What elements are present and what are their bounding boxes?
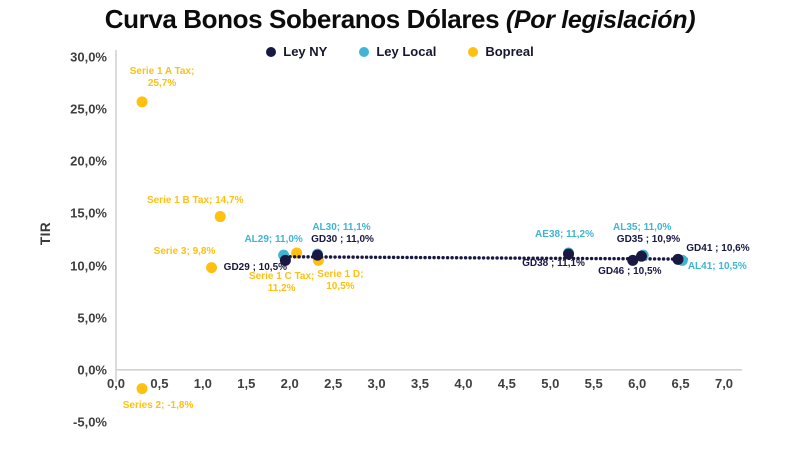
y-axis-title: TIR bbox=[38, 221, 54, 246]
chart-title-suffix: (Por legislación) bbox=[499, 6, 696, 34]
legend-item-ley-local: Ley Local bbox=[359, 44, 436, 59]
data-point-serie-1-a-tax bbox=[136, 96, 148, 108]
legend-item-bopreal: Bopreal bbox=[468, 44, 534, 59]
data-point-serie-3 bbox=[206, 262, 218, 274]
legend-label: Ley Local bbox=[376, 44, 437, 59]
data-point-serie-1-b-tax bbox=[214, 211, 226, 223]
legend-marker-icon bbox=[266, 46, 277, 57]
data-point-gd29 bbox=[279, 254, 291, 266]
data-point-gd46 bbox=[627, 254, 639, 266]
data-point-gd38 bbox=[563, 248, 575, 260]
legend: Ley NY Ley Local Bopreal bbox=[0, 44, 800, 59]
chart-title-main: Curva Bonos Soberanos Dólares bbox=[104, 4, 500, 34]
legend-label: Ley NY bbox=[283, 44, 328, 59]
data-point-gd41 bbox=[672, 253, 684, 265]
data-point-gd35 bbox=[635, 250, 647, 262]
legend-label: Bopreal bbox=[485, 44, 534, 59]
data-point-series-2 bbox=[136, 383, 148, 395]
data-point-gd30 bbox=[312, 249, 324, 261]
legend-marker-icon bbox=[468, 46, 479, 57]
legend-marker-icon bbox=[359, 46, 370, 57]
chart-title: Curva Bonos Soberanos Dólares (Por legis… bbox=[0, 4, 800, 35]
legend-item-ley-ny: Ley NY bbox=[266, 44, 327, 59]
trendline bbox=[279, 255, 690, 261]
